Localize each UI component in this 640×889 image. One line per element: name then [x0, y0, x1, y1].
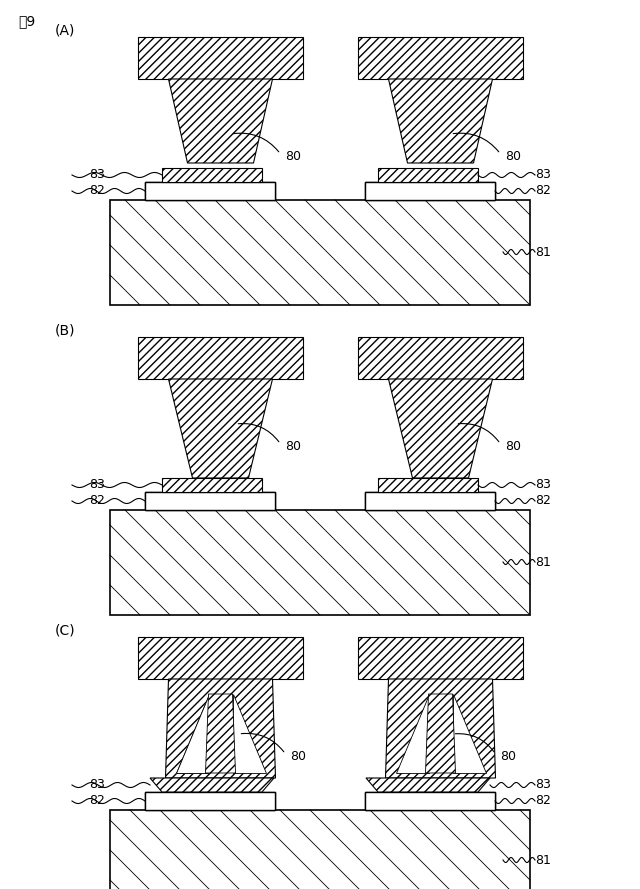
Text: (A): (A) [55, 23, 76, 37]
Text: 81: 81 [535, 853, 551, 867]
Text: 81: 81 [535, 245, 551, 259]
Polygon shape [166, 679, 275, 778]
Polygon shape [388, 379, 493, 478]
Bar [110, 510, 530, 615]
Text: 80: 80 [506, 149, 522, 163]
Text: 83: 83 [535, 478, 551, 492]
Text: 図9: 図9 [18, 14, 35, 28]
Bar [365, 492, 495, 510]
Bar [365, 182, 495, 200]
Bar [138, 637, 303, 679]
Text: 80: 80 [506, 439, 522, 453]
Polygon shape [168, 79, 273, 163]
Text: 83: 83 [89, 169, 105, 181]
Bar [365, 182, 495, 200]
Bar [145, 492, 275, 510]
Text: 82: 82 [89, 494, 105, 508]
Polygon shape [175, 694, 209, 773]
Text: 80: 80 [285, 149, 301, 163]
Polygon shape [205, 694, 236, 773]
Bar [138, 337, 303, 379]
Polygon shape [150, 778, 274, 792]
Bar [145, 792, 275, 810]
Text: (B): (B) [55, 323, 76, 337]
Bar [110, 200, 530, 305]
Text: 82: 82 [89, 795, 105, 807]
Bar [378, 168, 478, 182]
Bar [365, 792, 495, 810]
Text: 83: 83 [535, 779, 551, 791]
Text: 82: 82 [535, 185, 551, 197]
Polygon shape [366, 778, 490, 792]
Text: 83: 83 [89, 478, 105, 492]
Polygon shape [232, 694, 266, 773]
Bar [358, 37, 523, 79]
Text: 82: 82 [535, 795, 551, 807]
Text: 83: 83 [535, 169, 551, 181]
Polygon shape [396, 694, 429, 773]
Text: 81: 81 [535, 556, 551, 568]
Text: 83: 83 [89, 779, 105, 791]
Bar [162, 168, 262, 182]
Polygon shape [168, 379, 273, 478]
Bar [138, 37, 303, 79]
Bar [365, 492, 495, 510]
Text: 82: 82 [535, 494, 551, 508]
Text: 80: 80 [291, 749, 307, 763]
Text: (C): (C) [55, 623, 76, 637]
Text: 82: 82 [89, 185, 105, 197]
Bar [145, 792, 275, 810]
Polygon shape [426, 694, 456, 773]
Bar [162, 478, 262, 492]
Bar [145, 182, 275, 200]
Bar [110, 810, 530, 889]
Bar [378, 478, 478, 492]
Bar [145, 182, 275, 200]
Polygon shape [388, 79, 493, 163]
Polygon shape [452, 694, 486, 773]
Text: 80: 80 [285, 439, 301, 453]
Bar [145, 492, 275, 510]
Polygon shape [385, 679, 495, 778]
Bar [358, 637, 523, 679]
Bar [358, 337, 523, 379]
Polygon shape [175, 694, 209, 773]
Text: 80: 80 [500, 749, 516, 763]
Bar [365, 792, 495, 810]
